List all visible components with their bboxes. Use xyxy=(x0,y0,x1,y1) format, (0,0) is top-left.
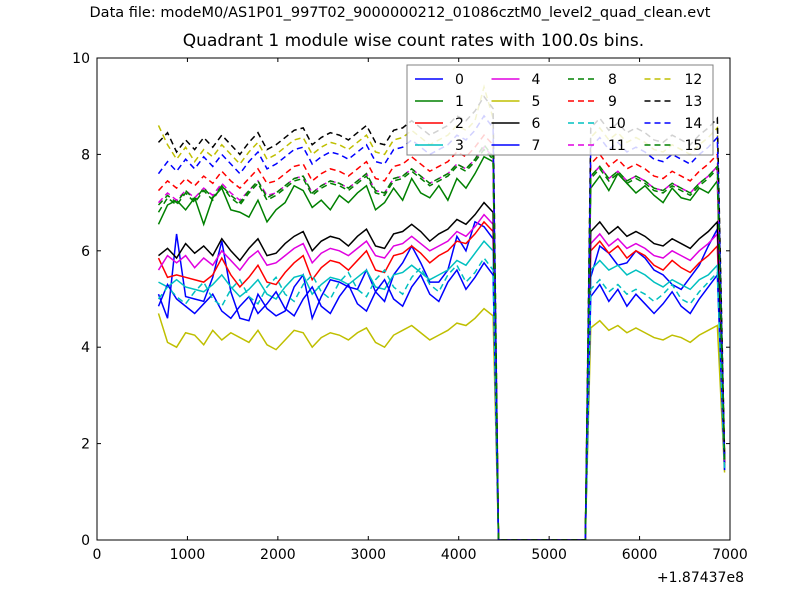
legend-label-2: 2 xyxy=(455,116,464,132)
legend-label-14: 14 xyxy=(685,116,703,132)
series-line-1 xyxy=(157,155,726,540)
series-line-0 xyxy=(157,220,726,540)
series-line-2 xyxy=(157,220,726,540)
legend-label-12: 12 xyxy=(685,72,703,88)
x-tick-label-7000: 7000 xyxy=(712,547,748,563)
series-line-8 xyxy=(157,148,726,540)
x-tick-label-3000: 3000 xyxy=(350,547,386,563)
series-group xyxy=(157,84,726,540)
legend-label-15: 15 xyxy=(685,138,703,154)
series-line-10 xyxy=(157,256,726,540)
x-tick-label-6000: 6000 xyxy=(622,547,658,563)
legend-label-1: 1 xyxy=(455,94,464,110)
legend-label-5: 5 xyxy=(532,94,541,110)
series-line-7 xyxy=(157,261,726,540)
x-tick-label-4000: 4000 xyxy=(441,547,477,563)
series-line-6 xyxy=(158,201,726,540)
x-tick-label-5000: 5000 xyxy=(531,547,567,563)
x-tick-label-0: 0 xyxy=(93,547,102,563)
legend-label-8: 8 xyxy=(608,72,617,88)
y-tick-label-4: 4 xyxy=(81,340,90,356)
y-tick-label-6: 6 xyxy=(81,244,90,260)
series-line-11 xyxy=(157,146,726,540)
series-line-3 xyxy=(158,239,726,540)
legend-label-6: 6 xyxy=(532,116,541,132)
series-line-5 xyxy=(157,307,726,540)
legend-label-3: 3 xyxy=(455,138,464,154)
figure-suptitle: Data file: modeM0/AS1P01_997T02_90000002… xyxy=(89,5,711,21)
series-line-9 xyxy=(157,133,726,540)
legend-box xyxy=(406,64,714,156)
axes-frame xyxy=(96,57,731,541)
y-tick-label-10: 10 xyxy=(72,51,90,67)
x-tick-label-2000: 2000 xyxy=(260,547,296,563)
legend-label-9: 9 xyxy=(608,94,617,110)
series-line-15 xyxy=(157,143,726,540)
x-tick-label-1000: 1000 xyxy=(170,547,206,563)
x-axis-offset-label: +1.87437e8 xyxy=(656,570,744,586)
legend-label-10: 10 xyxy=(608,116,626,132)
y-tick-label-8: 8 xyxy=(81,147,90,163)
series-line-13 xyxy=(157,95,726,540)
legend-label-0: 0 xyxy=(455,72,464,88)
plot-title: Quadrant 1 module wise count rates with … xyxy=(182,31,645,51)
legend-label-11: 11 xyxy=(608,138,626,154)
y-tick-label-2: 2 xyxy=(81,437,90,453)
series-line-4 xyxy=(157,213,726,540)
y-tick-label-0: 0 xyxy=(81,533,90,549)
legend-label-13: 13 xyxy=(685,94,703,110)
legend-label-7: 7 xyxy=(532,138,541,154)
legend-label-4: 4 xyxy=(532,72,541,88)
